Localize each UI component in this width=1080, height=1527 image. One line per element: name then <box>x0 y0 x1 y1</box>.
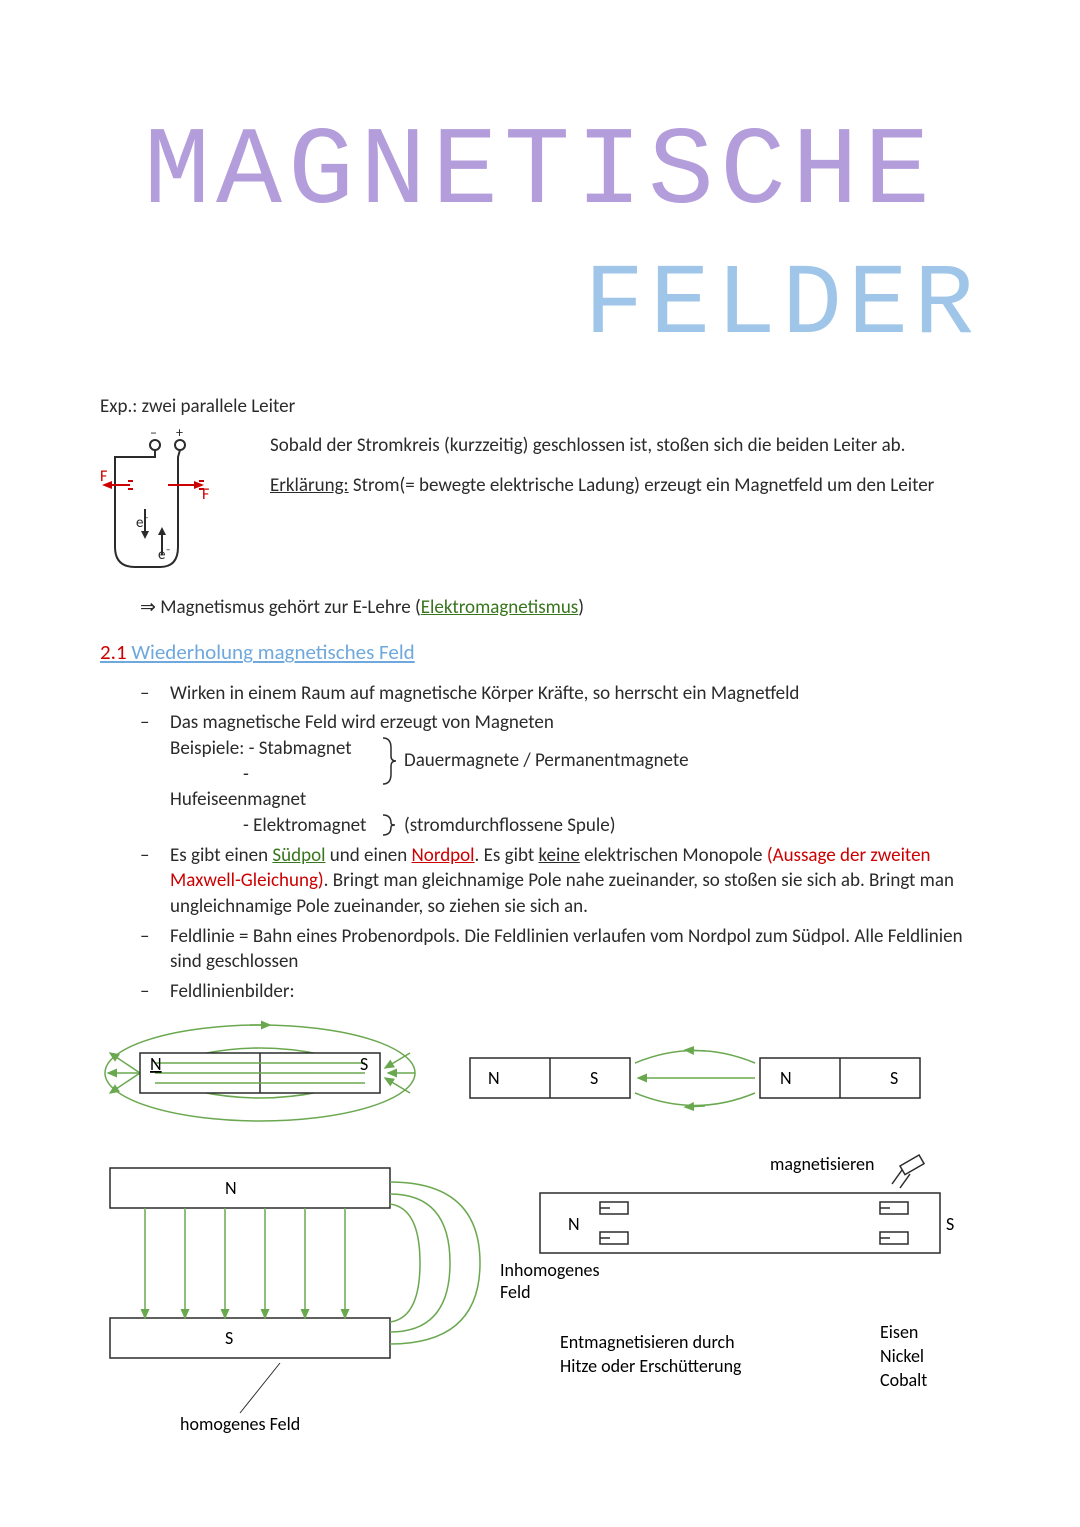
svg-text:S: S <box>590 1067 598 1089</box>
circuit-row: – + e⁻ e⁻ F F Sobald der Stromkreis (kur… <box>100 427 980 585</box>
b3a: Es gibt einen <box>170 844 272 867</box>
keine: keine <box>539 844 580 867</box>
bullet-2: Das magnetische Feld wird erzeugt von Ma… <box>170 710 980 838</box>
svg-text:magnetisieren: magnetisieren <box>770 1153 874 1175</box>
svg-text:S: S <box>946 1213 954 1235</box>
svg-text:S: S <box>890 1067 898 1089</box>
bar-magnet-diagram: N S <box>105 1025 415 1121</box>
sudpol: Südpol <box>272 844 325 867</box>
circuit-text: Sobald der Stromkreis (kurzzeitig) gesch… <box>270 427 980 512</box>
examples-label: Beispiele: <box>170 737 244 760</box>
svg-text:F: F <box>100 467 107 486</box>
bullet-1: Wirken in einem Raum auf magnetische Kör… <box>170 681 980 707</box>
svg-text:Inhomogenes: Inhomogenes <box>500 1259 600 1281</box>
svg-text:N: N <box>150 1053 162 1075</box>
example-1: - Stabmagnet <box>249 737 352 760</box>
em-link: Elektromagnetismus <box>421 596 579 619</box>
svg-text:N: N <box>568 1213 580 1235</box>
bullet-3: Es gibt einen Südpol und einen Nordpol. … <box>170 843 980 920</box>
svg-text:Entmagnetisieren durch: Entmagnetisieren durch <box>560 1331 735 1353</box>
svg-text:Cobalt: Cobalt <box>880 1369 927 1391</box>
examples-block: Beispiele: - Stabmagnet - Hufeiseenmagne… <box>170 736 980 839</box>
svg-text:Nickel: Nickel <box>880 1345 924 1367</box>
svg-text:N: N <box>225 1177 237 1199</box>
svg-text:N: N <box>780 1067 792 1089</box>
example-2: - Hufeiseenmagnet <box>170 763 306 812</box>
svg-text:Hitze oder Erschütterung: Hitze oder Erschütterung <box>560 1355 742 1377</box>
horseshoe-diagram: N S homogenes Feld <box>110 1168 480 1435</box>
svg-text:F: F <box>202 485 209 504</box>
section-title: Wiederholung magnetisches Feld <box>127 639 415 665</box>
svg-text:S: S <box>360 1053 368 1075</box>
section-num: 2.1 <box>100 639 127 665</box>
bullet-list: Wirken in einem Raum auf magnetische Kör… <box>100 681 980 1005</box>
svg-text:e⁻: e⁻ <box>158 546 171 564</box>
circuit-explanation: Erklärung: Strom(= bewegte elektrische L… <box>270 473 980 499</box>
b3b: und einen <box>325 844 411 867</box>
experiment-label: Exp.: zwei parallele Leiter <box>100 394 980 420</box>
conclusion-line: ⇒ Magnetismus gehört zur E-Lehre (Elektr… <box>140 595 980 621</box>
circuit-diagram: – + e⁻ e⁻ F F <box>100 427 250 585</box>
field-diagrams: N S N S N S N S <box>100 1018 980 1446</box>
brace-icon-2 <box>380 813 398 837</box>
svg-text:+: + <box>176 427 183 441</box>
svg-text:Feld: Feld <box>500 1281 531 1303</box>
svg-text:–: – <box>150 427 157 441</box>
circuit-para-1: Sobald der Stromkreis (kurzzeitig) gesch… <box>270 433 980 459</box>
svg-text:Eisen: Eisen <box>880 1321 918 1343</box>
double-arrow: ⇒ <box>140 596 156 619</box>
magnetize-diagram: magnetisieren N S Inhomogenes Feld Entma… <box>500 1153 954 1391</box>
section-heading: 2.1 Wiederholung magnetisches Feld <box>100 638 980 666</box>
bullet-2-text: Das magnetische Feld wird erzeugt von Ma… <box>170 711 554 734</box>
bullet-5: Feldlinienbilder: <box>170 979 980 1005</box>
explain-label: Erklärung: <box>270 474 349 497</box>
page-title-block: MAGNETISCHE FELDER <box>100 100 980 374</box>
svg-text:e⁻: e⁻ <box>136 514 149 532</box>
svg-text:homogenes Feld: homogenes Feld <box>180 1413 300 1435</box>
b3d: elektrischen Monopole <box>580 844 767 867</box>
title-line-2: FELDER <box>100 239 980 374</box>
conclusion-a: Magnetismus gehört zur E-Lehre ( <box>156 596 421 619</box>
brace-icon-1 <box>380 736 398 786</box>
conclusion-b: ) <box>578 596 584 619</box>
title-line-1: MAGNETISCHE <box>100 100 980 249</box>
b3c: . Es gibt <box>475 844 539 867</box>
svg-text:N: N <box>488 1067 500 1089</box>
nordpol: Nordpol <box>412 844 475 867</box>
explain-text: Strom(= bewegte elektrische Ladung) erze… <box>349 474 935 497</box>
coil-label: (stromdurchflossene Spule) <box>404 814 615 837</box>
two-magnets-diagram: N S N S <box>470 1050 920 1107</box>
bullet-4: Feldlinie = Bahn eines Probenordpols. Di… <box>170 924 980 975</box>
svg-text:S: S <box>225 1327 233 1349</box>
example-3: - Elektromagnet <box>243 814 366 837</box>
permanent-label: Dauermagnete / Permanentmagnete <box>404 749 689 772</box>
